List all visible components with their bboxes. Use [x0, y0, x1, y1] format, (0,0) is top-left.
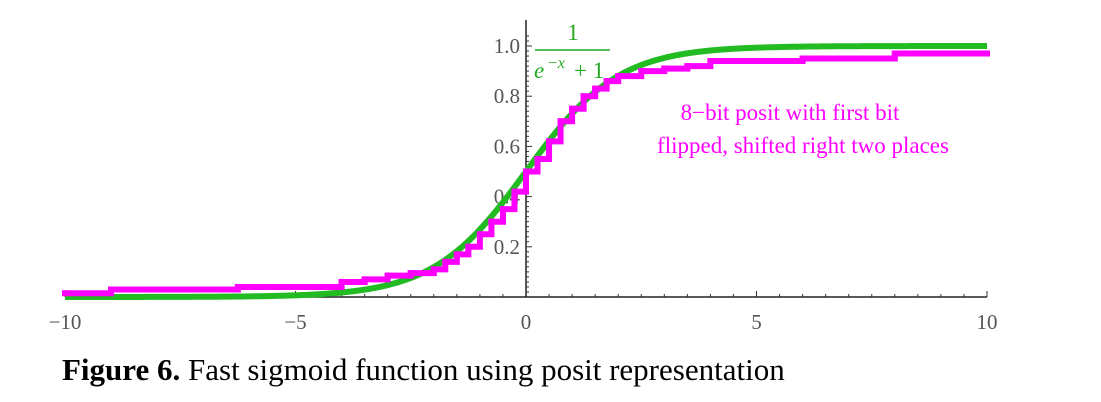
posit-step-point — [661, 65, 668, 72]
posit-step-point — [638, 68, 645, 75]
annotation-line-2: flipped, shifted right two places — [657, 133, 949, 158]
posit-step-point — [407, 270, 414, 277]
x-tick-label: 5 — [751, 310, 762, 334]
posit-step-point — [430, 266, 437, 273]
posit-step-point — [465, 243, 472, 250]
posit-step-point — [799, 55, 806, 62]
y-tick-label: 0.8 — [494, 84, 520, 108]
y-axis: 0.20.40.60.81.0 — [494, 20, 532, 297]
posit-step-point — [891, 50, 898, 57]
annotation-line-1: 8−bit posit with first bit — [681, 100, 900, 125]
posit-step-point — [476, 231, 483, 238]
posit-step-point — [523, 168, 529, 175]
x-tick-label: 10 — [977, 310, 998, 334]
formula-denominator-e: e — [534, 58, 544, 83]
posit-step-point — [338, 278, 345, 285]
y-tick-label: 1.0 — [494, 34, 520, 58]
posit-step-point — [984, 50, 990, 57]
posit-step-point — [108, 286, 115, 293]
posit-step-point — [442, 258, 449, 265]
posit-step-point — [499, 206, 506, 213]
posit-step-point — [234, 283, 241, 290]
posit-step-point — [384, 272, 391, 279]
formula-label: 1 e −x + 1 — [534, 20, 610, 83]
y-tick-label: 0.6 — [494, 134, 520, 158]
posit-step-point — [488, 218, 495, 225]
posit-step-point — [592, 85, 599, 92]
caption-label: Figure 6. — [62, 352, 181, 387]
series-layer — [62, 43, 990, 300]
posit-step-point — [511, 188, 518, 195]
formula-denominator-rest: + 1 — [574, 58, 604, 83]
posit-step-point — [62, 290, 68, 297]
posit-step-point — [684, 63, 691, 70]
sigmoid-chart: −10 −5 0 5 10 0.20.40.60.81.0 1 e −x + 1 8−b… — [49, 20, 998, 334]
y-tick-label: 0.2 — [494, 235, 520, 259]
posit-step-point — [361, 276, 368, 283]
x-tick-label: −5 — [284, 310, 306, 334]
posit-step-point — [707, 58, 714, 65]
posit-step-point — [453, 251, 460, 258]
formula-denominator-exponent: −x — [547, 55, 565, 72]
caption-text: Fast sigmoid function using posit repres… — [188, 352, 785, 387]
posit-step-point — [569, 105, 576, 112]
posit-step-point — [546, 138, 553, 145]
posit-step-point — [580, 93, 587, 100]
posit-step-point — [557, 118, 564, 125]
x-tick-label: −10 — [49, 310, 82, 334]
posit-step-point — [603, 78, 610, 85]
figure-caption: Figure 6. Fast sigmoid function using po… — [62, 352, 785, 388]
formula-numerator: 1 — [567, 20, 579, 45]
x-tick-label: 0 — [521, 310, 532, 334]
posit-step-point — [534, 155, 541, 162]
posit-step-point — [615, 73, 622, 80]
